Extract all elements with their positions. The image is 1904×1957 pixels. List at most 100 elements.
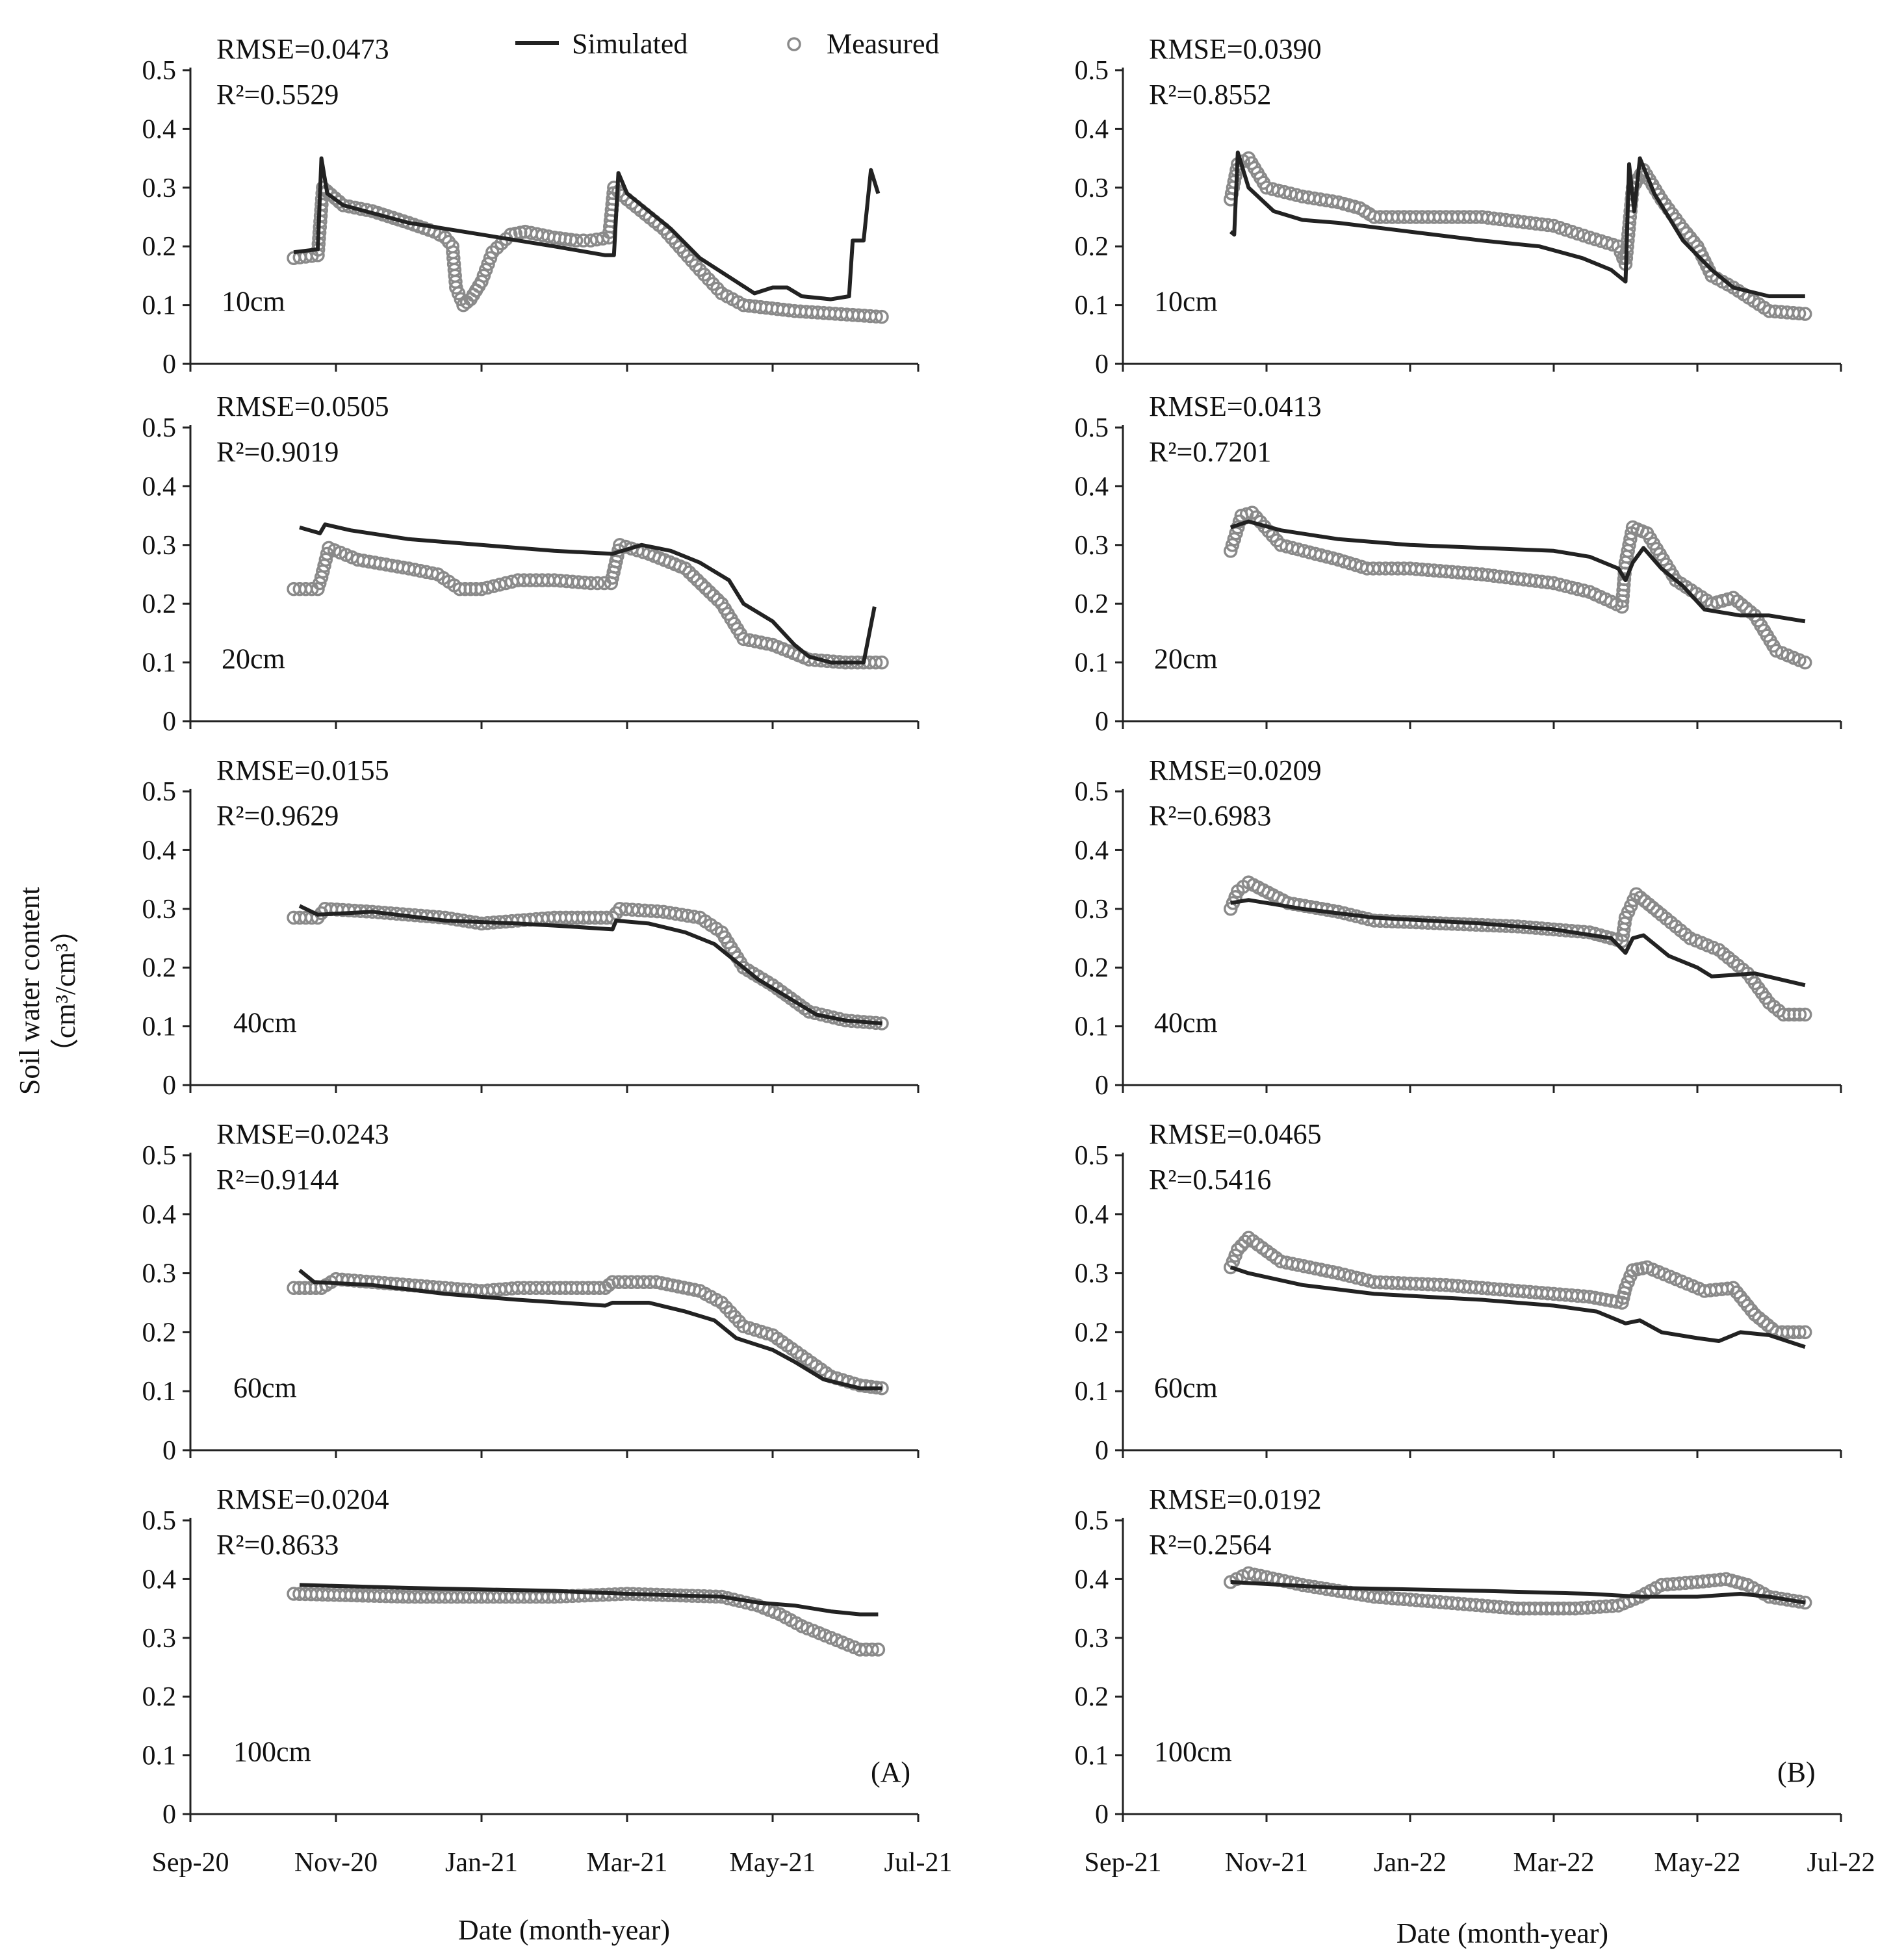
simulated-series-line: [299, 1583, 879, 1617]
depth-label: 60cm: [233, 1372, 297, 1403]
y-tick-label: 0.2: [142, 1318, 177, 1348]
measured-point: [590, 576, 605, 591]
y-tick-label: 0: [1095, 1436, 1109, 1466]
depth-label: 10cm: [1154, 286, 1218, 318]
measured-point: [682, 565, 697, 580]
y-tick-label: 0.5: [142, 1141, 177, 1171]
y-tick-label: 0: [1095, 1800, 1109, 1830]
y-tick-label: 0.5: [1075, 777, 1109, 807]
measured-point: [584, 576, 598, 591]
y-tick-label: 0.5: [1075, 413, 1109, 443]
x-tick-label: Sep-20: [152, 1848, 229, 1878]
simulated-series-line: [1230, 898, 1806, 988]
y-tick-label: 0.4: [142, 1200, 177, 1230]
legend-simulated-label: Simulated: [572, 28, 688, 60]
simulated-series-line: [1229, 1265, 1806, 1349]
rmse-label: RMSE=0.0155: [216, 754, 389, 786]
panel-0-depth-60cm: 0.5 0.4 0.3 0.2 0.1 0 RMSE=0.0243 R²=0.9144 60cm: [142, 1118, 920, 1466]
measured-series: [287, 902, 889, 1030]
measured-series: [1224, 151, 1812, 321]
measured-point: [686, 569, 701, 583]
y-tick-label: 0.3: [142, 531, 177, 561]
y-tick-label: 0.2: [142, 953, 177, 983]
y-tick-label: 0: [162, 1436, 176, 1466]
simulated-series-line: [299, 522, 877, 665]
measured-point: [592, 1281, 607, 1296]
x-tick-label: May-22: [1654, 1848, 1741, 1878]
r2-label: R²=0.7201: [1149, 436, 1271, 468]
y-tick-label: 0.5: [142, 413, 177, 443]
panel-label: (B): [1777, 1756, 1816, 1788]
panel-1-depth-20cm: 0.5 0.4 0.3 0.2 0.1 0 RMSE=0.0413 R²=0.7201 20cm: [1075, 390, 1842, 737]
measured-point: [1234, 1238, 1249, 1253]
measured-point: [1798, 1325, 1812, 1340]
y-tick-label: 0: [1095, 1071, 1109, 1101]
x-tick-label: Sep-21: [1085, 1848, 1162, 1878]
y-tick-label: 0.2: [1075, 1682, 1109, 1712]
y-tick-label: 0: [162, 1800, 176, 1830]
y-tick-label: 0.1: [142, 1012, 177, 1042]
y-tick-label: 0.3: [1075, 895, 1109, 925]
r2-label: R²=0.5529: [216, 79, 339, 110]
panel-label: (A): [871, 1756, 910, 1788]
panel-0-depth-40cm: 0.5 0.4 0.3 0.2 0.1 0 RMSE=0.0155 R²=0.9629 40cm: [142, 754, 920, 1101]
y-tick-label: 0.1: [1075, 648, 1109, 678]
rmse-label: RMSE=0.0204: [216, 1483, 389, 1515]
panel-1-depth-10cm: 0.5 0.4 0.3 0.2 0.1 0 RMSE=0.0390 R²=0.8552 10cm: [1075, 33, 1842, 379]
y-tick-label: 0.5: [1075, 1141, 1109, 1171]
measured-point: [1792, 306, 1807, 321]
x-tick-label: Mar-21: [586, 1848, 667, 1878]
x-tick-label: Jan-21: [445, 1848, 518, 1878]
y-tick-label: 0.5: [142, 56, 177, 86]
y-tick-label: 0.3: [142, 1259, 177, 1289]
depth-label: 10cm: [222, 286, 285, 318]
y-tick-label: 0.4: [142, 114, 177, 144]
measured-point: [1792, 1325, 1807, 1340]
x-tick-label: Mar-22: [1513, 1848, 1594, 1878]
depth-label: 100cm: [233, 1736, 311, 1768]
r2-label: R²=0.2564: [1149, 1529, 1271, 1561]
measured-point: [871, 1643, 886, 1657]
measured-point: [569, 233, 584, 248]
simulated-series-line: [293, 156, 881, 301]
measured-point: [875, 309, 889, 324]
y-tick-label: 0.2: [1075, 232, 1109, 262]
depth-label: 100cm: [1154, 1736, 1232, 1768]
panel-0-depth-10cm: 0.5 0.4 0.3 0.2 0.1 0 RMSE=0.0473 R²=0.5529 10cm: [142, 33, 920, 379]
rmse-label: RMSE=0.0192: [1149, 1483, 1322, 1515]
y-tick-label: 0.1: [1075, 291, 1109, 321]
depth-label: 40cm: [1154, 1007, 1218, 1039]
rmse-label: RMSE=0.0505: [216, 390, 389, 422]
y-tick-label: 0: [162, 707, 176, 737]
measured-point: [1558, 222, 1573, 237]
r2-label: R²=0.6983: [1149, 800, 1271, 832]
y-tick-label: 0.5: [1075, 1506, 1109, 1536]
depth-label: 20cm: [222, 643, 285, 675]
x-tick-label: Nov-21: [1225, 1848, 1308, 1878]
measured-series: [287, 181, 889, 324]
measured-point: [698, 581, 713, 595]
y-tick-label: 0.5: [1075, 56, 1109, 86]
y-tick-label: 0.3: [1075, 1624, 1109, 1654]
y-tick-label: 0.4: [1075, 114, 1109, 144]
y-tick-label: 0: [1095, 350, 1109, 379]
simulated-series-line: [298, 1268, 882, 1390]
measured-point: [1798, 1007, 1812, 1022]
simulated-series-line: [1230, 1580, 1806, 1605]
simulated-series-line: [1229, 519, 1806, 624]
y-tick-label: 0.3: [1075, 531, 1109, 561]
measured-point: [328, 191, 342, 205]
x-tick-label: Jul-22: [1807, 1848, 1875, 1878]
y-tick-label: 0.3: [142, 173, 177, 203]
measured-point: [694, 577, 709, 591]
measured-point: [760, 1326, 774, 1340]
y-tick-label: 0.4: [142, 1565, 177, 1594]
x-tick-label: Jul-21: [884, 1848, 953, 1878]
measured-series: [1224, 875, 1812, 1022]
y-tick-label: 0.1: [142, 1377, 177, 1407]
rmse-label: RMSE=0.0413: [1149, 390, 1322, 422]
measured-point: [576, 233, 591, 248]
y-tick-label: 0.3: [1075, 1259, 1109, 1289]
y-tick-label: 0.4: [142, 836, 177, 865]
panel-0-depth-100cm: 0.5 0.4 0.3 0.2 0.1 0 Sep-20 Nov-20 Jan-21 Mar-21…: [142, 1483, 953, 1878]
